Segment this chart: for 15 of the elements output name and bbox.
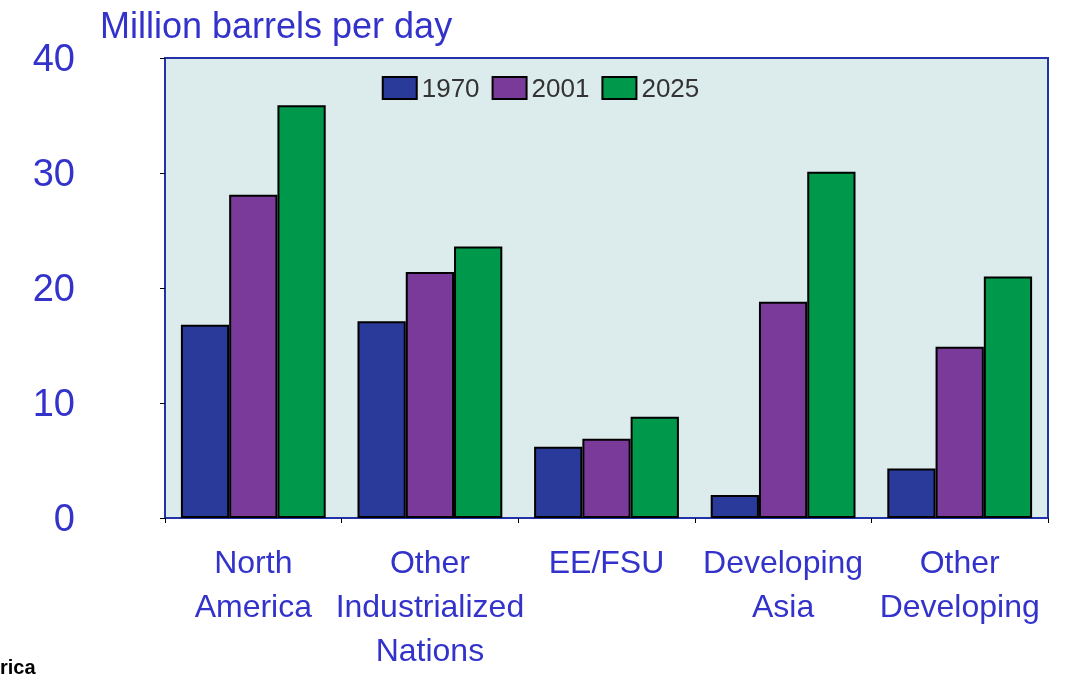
text: rica bbox=[0, 656, 36, 679]
y-axis-title: Million barrels per day bbox=[100, 4, 453, 46]
y-tick-label: 10 bbox=[32, 382, 75, 424]
y-tick-label: 0 bbox=[53, 497, 75, 539]
x-tick-label: Developing Asia bbox=[703, 544, 864, 624]
legend-label: 2001 bbox=[531, 73, 590, 103]
y-tick-label: 40 bbox=[32, 37, 75, 79]
x-tick-label: North America bbox=[194, 544, 313, 624]
x-tick-label: EE/FSU bbox=[548, 544, 665, 580]
y-tick-label: 20 bbox=[32, 267, 75, 309]
x-tick-label: Other Industrialized Nations bbox=[335, 544, 525, 668]
legend-label: 2025 bbox=[641, 73, 700, 103]
x-tick-label: Other Developing bbox=[879, 544, 1040, 624]
y-tick-label: 30 bbox=[32, 152, 75, 194]
legend-label: 1970 bbox=[421, 73, 480, 103]
